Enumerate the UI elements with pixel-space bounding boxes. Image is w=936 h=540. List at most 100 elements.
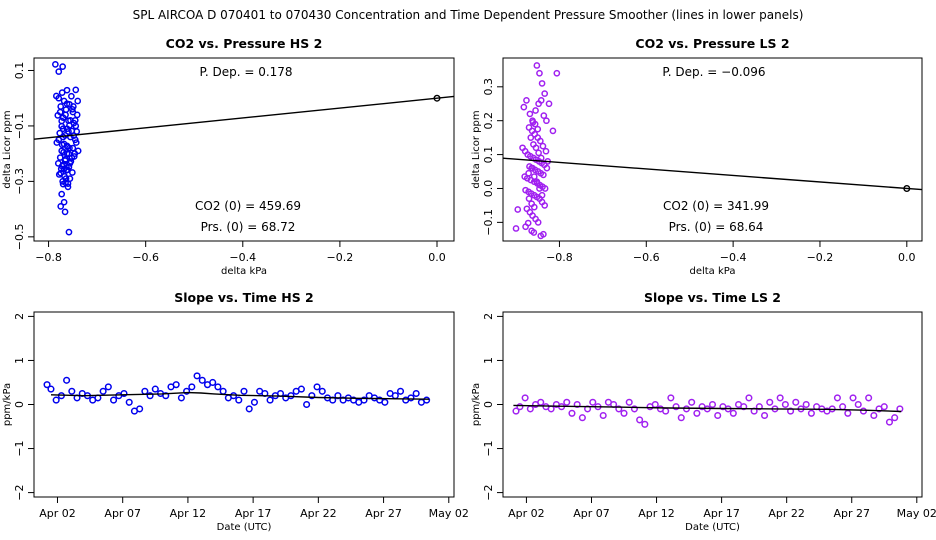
data-point — [533, 62, 541, 69]
panel-p2: CO2 vs. Pressure LS 2 −0.8 −0.6 −0.4 −0.2 0.0… — [471, 36, 923, 277]
data-point — [72, 139, 80, 146]
data-point — [73, 111, 81, 119]
data-point — [677, 414, 685, 422]
data-point — [65, 128, 72, 135]
data-point — [541, 202, 549, 209]
data-point — [287, 392, 295, 400]
data-point — [651, 400, 659, 409]
data-point — [525, 195, 533, 202]
x-tick-label: Apr 07 — [573, 507, 610, 520]
data-point — [543, 117, 550, 125]
data-point — [792, 398, 800, 406]
y-tick-label: 1 — [482, 357, 495, 364]
data-point — [530, 203, 538, 211]
annotation-prs-0: Prs. (0) = 68.64 — [669, 220, 764, 234]
data-point — [63, 142, 71, 150]
reference-point — [903, 184, 911, 192]
x-axis-label: delta kPa — [221, 266, 267, 277]
data-point — [125, 398, 133, 406]
data-point — [766, 398, 774, 406]
data-point — [66, 122, 73, 129]
data-point — [536, 185, 543, 192]
data-point — [532, 144, 540, 152]
data-point — [589, 398, 597, 406]
data-point — [532, 107, 539, 114]
data-point — [755, 403, 763, 411]
y-tick-label: 0.1 — [13, 62, 26, 80]
annotation-pdep: P. Dep. = −0.096 — [662, 65, 765, 79]
data-point — [528, 164, 536, 172]
data-point — [60, 198, 68, 206]
data-point — [69, 169, 76, 176]
plot-frame — [502, 57, 923, 242]
data-point — [625, 398, 633, 406]
data-point — [172, 381, 180, 389]
panel-p3: Slope vs. Time HS 2 Apr 02 Apr 07 Apr 12 Apr… — [2, 290, 469, 533]
x-axis-label: Date (UTC) — [685, 522, 740, 533]
data-layer — [512, 394, 904, 428]
data-layer — [503, 62, 922, 240]
y-tick-label: 0 — [13, 401, 26, 408]
data-layer — [34, 61, 454, 236]
data-point — [193, 372, 201, 380]
y-tick-label: −0.1 — [482, 209, 495, 236]
data-point — [516, 403, 524, 411]
data-point — [540, 230, 547, 238]
x-tick-label: 0.0 — [428, 251, 446, 264]
data-point — [534, 219, 542, 226]
data-point — [52, 396, 60, 404]
data-point — [530, 229, 538, 236]
y-tick-label: 1 — [13, 357, 26, 364]
data-point — [59, 63, 66, 70]
data-point — [62, 179, 69, 187]
y-tick-label: −2 — [13, 484, 26, 500]
data-point — [745, 394, 753, 402]
data-point — [177, 394, 185, 402]
data-point — [531, 120, 539, 128]
x-tick-label: Apr 17 — [235, 507, 272, 520]
x-tick-label: Apr 07 — [104, 507, 141, 520]
data-point — [781, 400, 789, 409]
data-point — [58, 190, 66, 198]
data-point — [68, 154, 76, 162]
data-point — [188, 383, 196, 391]
x-tick-label: Apr 02 — [508, 507, 545, 520]
data-point — [672, 403, 680, 411]
x-tick-label: −0.8 — [546, 251, 573, 264]
data-point — [57, 202, 65, 210]
data-point — [303, 400, 311, 409]
data-point — [714, 411, 722, 420]
annotation-co2-0: CO2 (0) = 459.69 — [195, 199, 301, 213]
data-point — [533, 178, 541, 186]
y-tick-label: −0.1 — [13, 113, 26, 140]
data-point — [69, 144, 77, 152]
data-point — [833, 394, 841, 402]
x-tick-label: Apr 17 — [703, 507, 740, 520]
x-tick-label: Apr 22 — [768, 507, 805, 520]
data-point — [55, 171, 63, 178]
data-point — [245, 405, 253, 413]
data-point — [67, 133, 74, 141]
x-tick-label: Apr 27 — [833, 507, 870, 520]
plot-frame — [33, 311, 455, 498]
data-point — [539, 142, 547, 150]
data-point — [553, 69, 561, 77]
data-point — [214, 383, 222, 391]
data-point — [891, 414, 899, 422]
data-point — [540, 112, 548, 119]
data-point — [859, 407, 867, 415]
panel-title: Slope vs. Time HS 2 — [174, 290, 314, 305]
data-point — [52, 61, 59, 68]
data-point — [885, 418, 894, 426]
data-point — [266, 396, 274, 404]
data-point — [525, 169, 532, 177]
x-tick-label: −0.4 — [229, 251, 256, 264]
x-tick-label: −0.2 — [327, 251, 354, 264]
data-point — [56, 108, 64, 116]
panel-title: CO2 vs. Pressure LS 2 — [635, 36, 789, 51]
data-point — [72, 122, 80, 130]
data-point — [512, 225, 520, 232]
annotation-prs-0: Prs. (0) = 68.72 — [201, 220, 296, 234]
y-tick-label: 0.3 — [482, 78, 495, 96]
